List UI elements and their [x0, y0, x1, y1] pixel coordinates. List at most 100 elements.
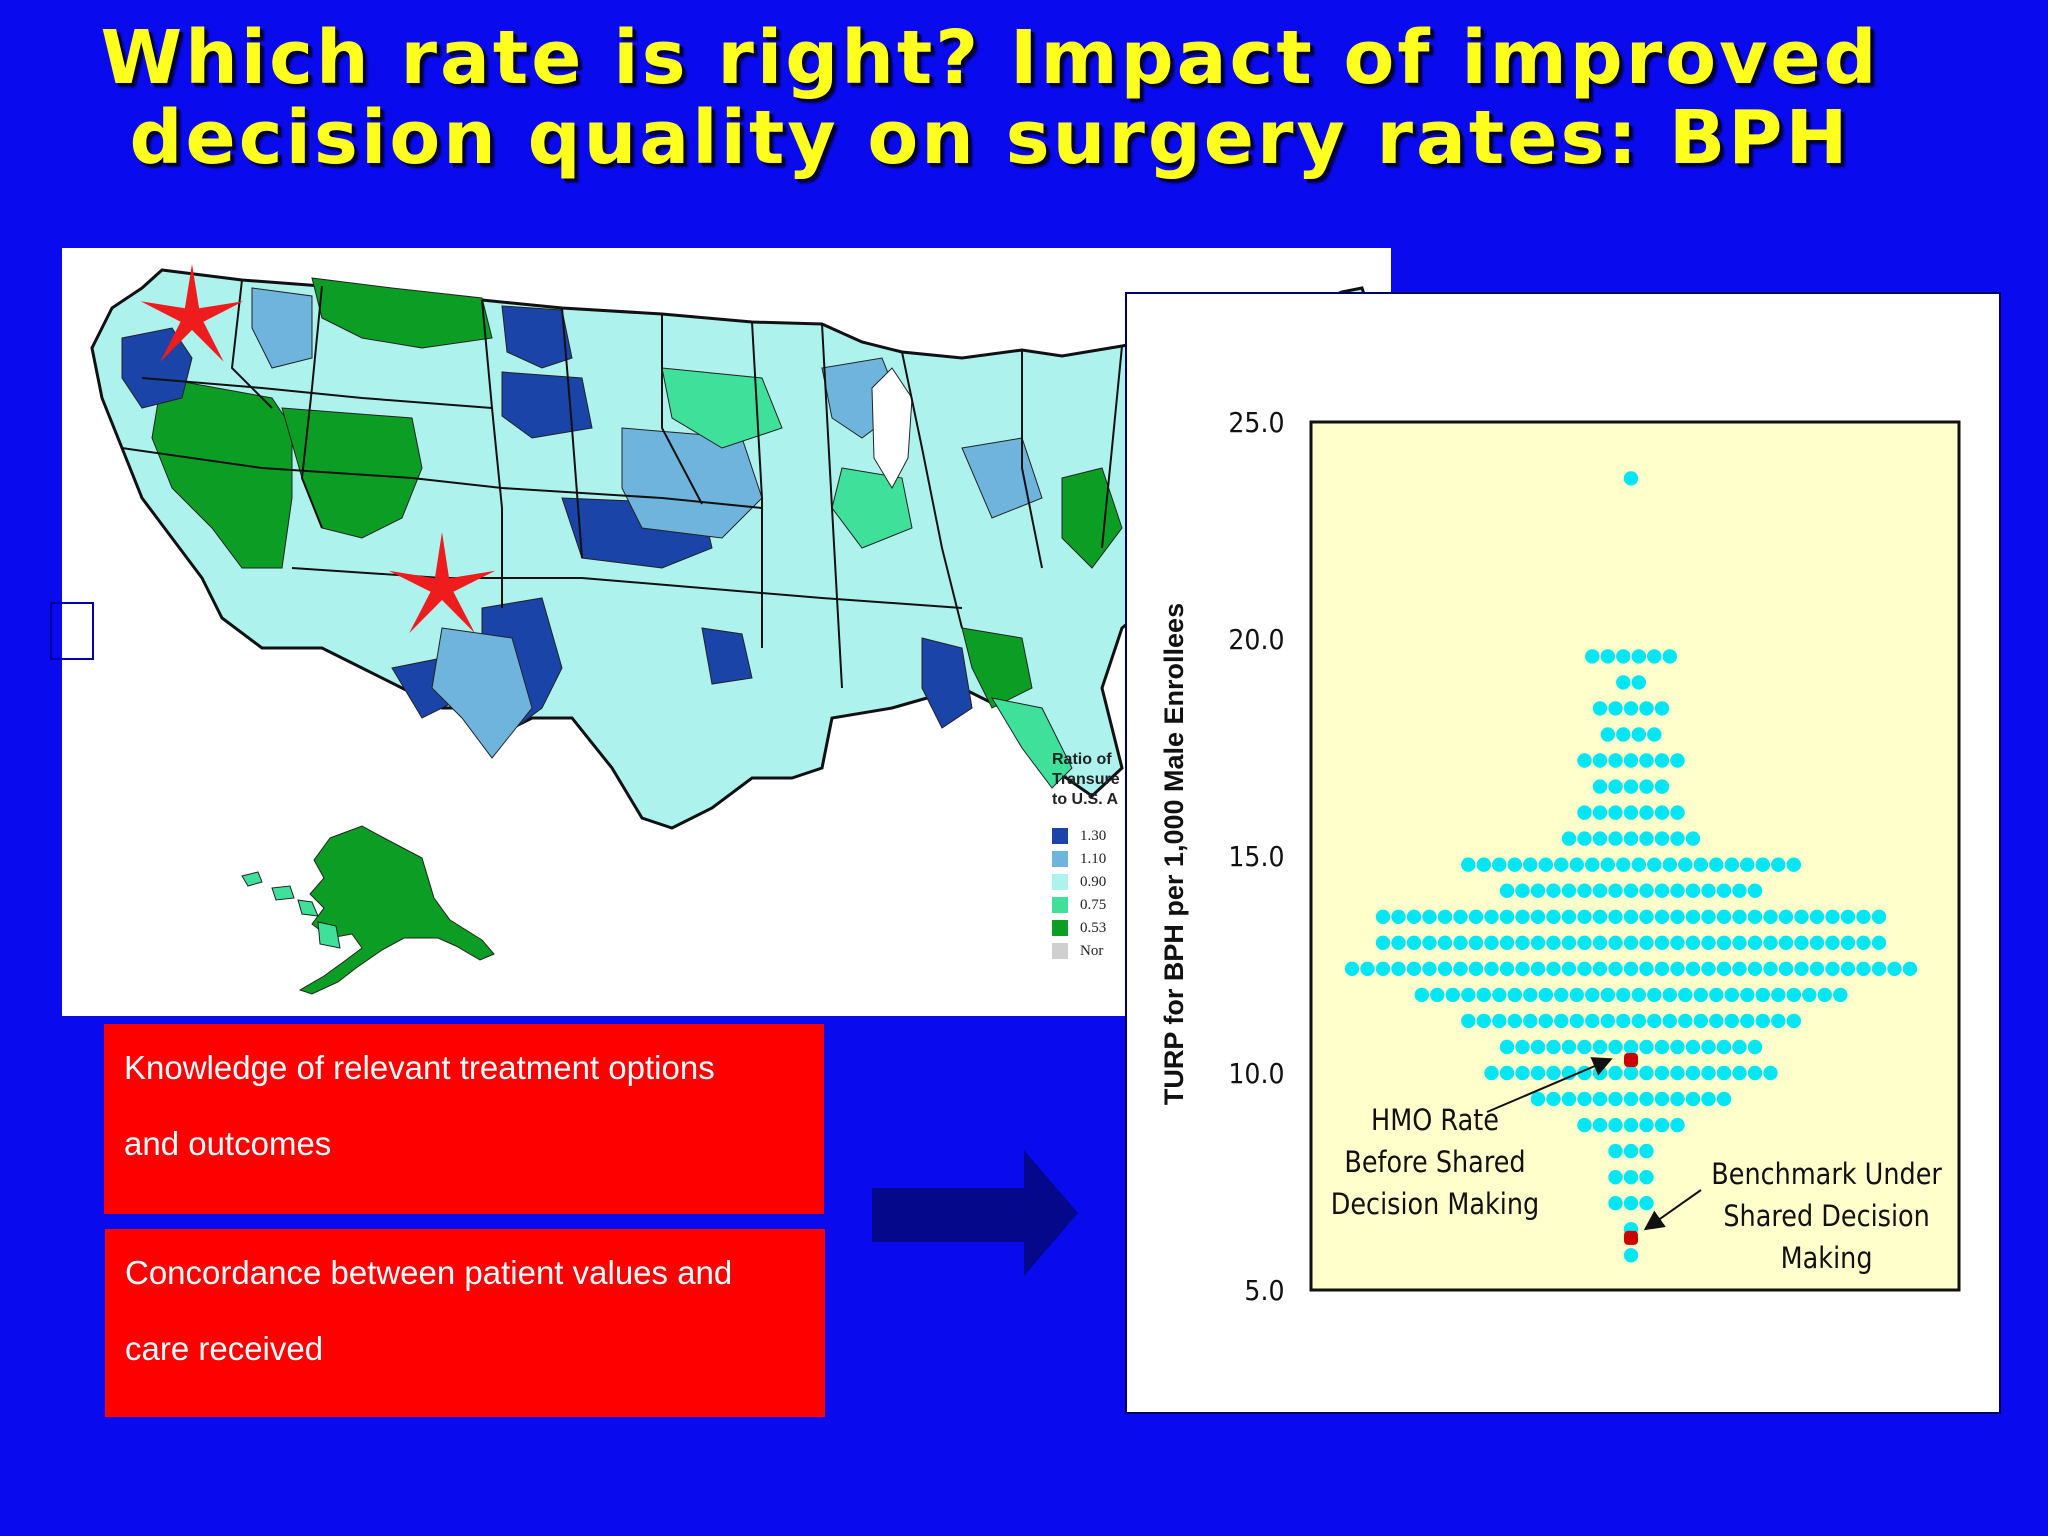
data-dot	[1422, 961, 1437, 976]
data-dot	[1778, 909, 1794, 924]
star-icon	[140, 264, 244, 362]
data-dot	[1631, 857, 1646, 872]
data-dot	[1809, 961, 1825, 976]
data-dot	[1445, 987, 1460, 1003]
map-stars	[140, 264, 496, 634]
data-dot	[1499, 1039, 1515, 1055]
data-dot	[1608, 805, 1623, 820]
data-dot	[1654, 831, 1670, 846]
data-dot	[1577, 1091, 1592, 1107]
data-dot	[1507, 987, 1522, 1003]
data-dot	[1492, 857, 1507, 872]
data-dot	[1577, 935, 1592, 950]
data-dot	[1662, 1013, 1677, 1029]
data-dot	[1561, 1039, 1577, 1055]
data-dot	[1468, 935, 1484, 950]
data-dot	[1515, 909, 1530, 924]
data-dot	[1623, 1248, 1639, 1263]
data-dot	[1623, 805, 1639, 820]
data-dot	[1747, 961, 1763, 976]
data-dot	[1654, 805, 1670, 820]
data-dot	[1453, 935, 1468, 950]
data-dot	[1654, 883, 1670, 898]
data-dot	[1716, 1091, 1732, 1107]
data-dot	[1515, 1039, 1530, 1055]
data-dot	[1437, 909, 1453, 924]
data-dot	[1809, 909, 1825, 924]
knowledge-box: Knowledge of relevant treatment options …	[104, 1024, 824, 1214]
data-dot	[1608, 1196, 1623, 1211]
data-dot	[1616, 1013, 1631, 1029]
data-dot	[1476, 1013, 1491, 1029]
data-dot	[1499, 961, 1515, 976]
data-dot	[1592, 805, 1608, 820]
y-axis-ticks: 5.0 10.0 15.0 20.0 25.0	[1228, 407, 1284, 1308]
data-dot	[1794, 961, 1809, 976]
data-dot	[1623, 961, 1639, 976]
data-dot	[1724, 1013, 1739, 1029]
data-dot	[1375, 935, 1391, 950]
data-dot	[1414, 987, 1429, 1003]
southeast-dark-blue	[701, 627, 973, 729]
data-dot	[1771, 857, 1786, 872]
data-dot	[1701, 935, 1716, 950]
data-dot	[1585, 1013, 1600, 1029]
data-dot	[1647, 987, 1662, 1003]
data-dot	[1484, 961, 1499, 976]
data-dot	[1794, 909, 1809, 924]
data-dot	[1732, 935, 1747, 950]
data-dot	[1592, 779, 1608, 794]
data-dot	[1600, 727, 1615, 742]
data-dot	[1825, 935, 1840, 950]
slide-title: Which rate is right? Impact of improved …	[60, 18, 1920, 178]
highlight-dot	[1624, 1053, 1638, 1067]
slide-title-line-1: Which rate is right? Impact of improved	[100, 15, 1880, 101]
data-dot	[1561, 909, 1577, 924]
data-dot	[1662, 649, 1677, 664]
us-choropleth-map	[90, 264, 1374, 995]
data-dot	[1453, 909, 1468, 924]
data-dot	[1685, 831, 1701, 846]
data-dot	[1817, 987, 1832, 1003]
data-dot	[1716, 935, 1732, 950]
data-dot	[1786, 1013, 1801, 1029]
data-dot	[1639, 1117, 1654, 1133]
data-dot	[1871, 935, 1887, 950]
data-dot	[1608, 1039, 1623, 1055]
data-dot	[1360, 961, 1375, 976]
data-dot	[1592, 909, 1608, 924]
data-dot	[1685, 961, 1701, 976]
data-dot	[1406, 909, 1422, 924]
data-dot	[1608, 1065, 1623, 1081]
data-dot	[1515, 935, 1530, 950]
legend-label: 1.30	[1080, 827, 1107, 844]
data-dot	[1608, 961, 1623, 976]
map-legend: Ratio of Transure to U.S. A 1.30 1.10 0.…	[1052, 750, 1182, 962]
data-dot	[1561, 961, 1577, 976]
data-dot	[1546, 883, 1561, 898]
data-dot	[1732, 909, 1747, 924]
data-dot	[1755, 987, 1770, 1003]
data-dot	[1670, 831, 1685, 846]
legend-item: 0.75	[1052, 893, 1182, 916]
florida-green	[990, 697, 1073, 789]
data-dot	[1631, 649, 1646, 664]
data-dot	[1623, 753, 1639, 768]
data-dot	[1391, 909, 1406, 924]
data-dot	[1670, 1039, 1685, 1055]
data-dot	[1771, 1013, 1786, 1029]
data-dot	[1871, 961, 1887, 976]
data-dot	[1577, 831, 1592, 846]
data-dot	[1577, 753, 1592, 768]
data-dot	[1546, 935, 1561, 950]
data-dot	[1670, 935, 1685, 950]
data-dot	[1685, 935, 1701, 950]
data-dot	[1507, 857, 1522, 872]
data-dot	[1771, 987, 1786, 1003]
data-dot	[1592, 1091, 1608, 1107]
data-dot	[1592, 701, 1608, 716]
data-dot	[1716, 1039, 1732, 1055]
data-dot	[1623, 935, 1639, 950]
data-dot	[1538, 987, 1553, 1003]
data-dot	[1647, 1013, 1662, 1029]
